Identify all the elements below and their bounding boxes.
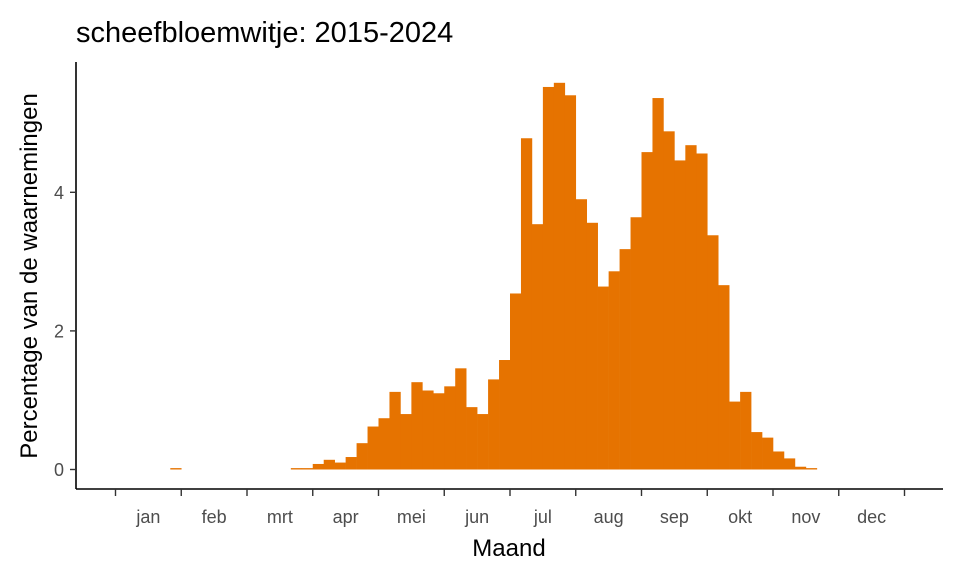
histogram-bar (367, 426, 379, 470)
y-tick-label: 4 (54, 183, 64, 203)
x-tick-label-okt: okt (728, 507, 752, 527)
histogram-bar (762, 437, 774, 470)
histogram-bar (400, 414, 412, 470)
bars-group (170, 82, 818, 470)
x-tick-label-jun: jun (464, 507, 489, 527)
histogram-bar (510, 293, 522, 470)
histogram-bar (805, 468, 818, 470)
histogram-bar (597, 286, 609, 470)
x-axis-title: Maand (472, 535, 545, 562)
y-tick-label: 0 (54, 460, 64, 480)
y-axis-ticks: 0 2 4 (54, 183, 76, 480)
histogram-bar (356, 443, 368, 470)
histogram-bar (290, 468, 303, 470)
histogram-bar (630, 217, 642, 470)
y-tick-label: 2 (54, 321, 64, 341)
histogram-bar (312, 463, 325, 470)
histogram-bar (608, 271, 620, 470)
x-tick-label-nov: nov (791, 507, 820, 527)
histogram-bar (531, 224, 544, 470)
histogram-bar (641, 152, 653, 470)
histogram-bar (488, 379, 500, 470)
x-tick-label-jul: jul (533, 507, 552, 527)
histogram-bar (707, 235, 719, 470)
x-tick-label-feb: feb (202, 507, 227, 527)
x-tick-label-dec: dec (857, 507, 886, 527)
histogram-bar (773, 451, 785, 470)
x-tick-label-apr: apr (333, 507, 359, 527)
histogram-bar (751, 432, 763, 470)
histogram-bar (718, 285, 730, 470)
histogram-bar (729, 401, 741, 470)
histogram-bar (553, 82, 566, 470)
histogram-bar (696, 153, 708, 470)
histogram-bar (411, 382, 423, 470)
histogram-bar (477, 414, 489, 470)
histogram-bar (345, 457, 357, 470)
chart-title: scheefbloemwitje: 2015-2024 (76, 17, 453, 49)
histogram-bar (170, 468, 182, 470)
histogram-bar (794, 466, 807, 470)
histogram-bar (433, 393, 445, 470)
histogram-bar (542, 86, 555, 470)
histogram-bar (466, 407, 478, 470)
histogram-bar (389, 391, 401, 470)
y-axis-title: Percentage van de waarnemingen (16, 93, 43, 459)
x-tick-label-mrt: mrt (267, 507, 293, 527)
x-tick-label-aug: aug (594, 507, 624, 527)
histogram-bar (586, 222, 598, 470)
histogram-bar (663, 131, 675, 470)
histogram-bar (520, 138, 533, 470)
histogram-bar (575, 199, 588, 470)
histogram-bar (564, 95, 577, 470)
histogram-bar (652, 98, 664, 470)
histogram-bar (334, 462, 346, 470)
x-tick-label-sep: sep (660, 507, 689, 527)
x-axis-ticks: jan feb mrt apr mei jun jul aug sep okt nov dec (114, 489, 906, 527)
histogram-bar (323, 459, 335, 470)
histogram-bar (783, 458, 796, 470)
histogram-bar (455, 368, 467, 470)
histogram-bar (422, 390, 434, 470)
histogram-bar (674, 160, 686, 470)
x-tick-label-jan: jan (135, 507, 160, 527)
histogram-bar (685, 145, 697, 470)
histogram-bar (619, 249, 631, 470)
histogram-bar (301, 468, 314, 470)
x-tick-label-mei: mei (397, 507, 426, 527)
histogram-bar (444, 386, 456, 470)
histogram-bar (499, 360, 511, 470)
histogram-bar (378, 418, 390, 470)
histogram-bar (740, 391, 752, 470)
